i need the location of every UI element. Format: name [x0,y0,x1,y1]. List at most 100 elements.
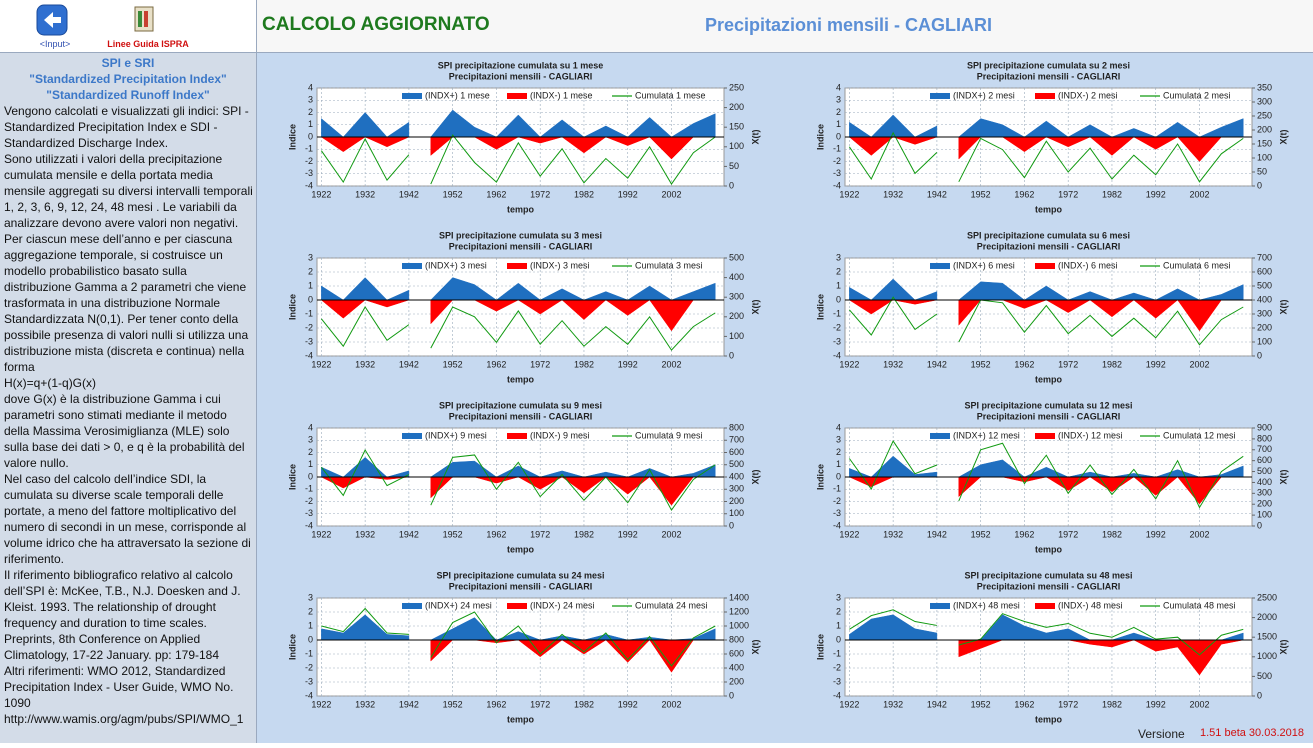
chart: -4 -3 -2 -1 0 1 2 3 4 0 50 100 150 200 250 1922 1932 1942… [287,60,760,214]
y-tick-label: 2 [836,107,841,117]
y-tick-label: 4 [308,422,313,432]
x-axis-label: tempo [507,544,535,554]
y-tick-label: 0 [308,131,313,141]
legend-swatch [507,263,527,269]
y-tick-label: 1 [836,459,841,469]
paragraph: Nel caso del calcolo dell’indice SDI, la… [4,472,251,566]
y-tick-label: 3 [308,592,313,602]
legend-label: (INDX-) 3 mesi [530,260,590,270]
x-tick-label: 1992 [1146,529,1166,539]
chart-subtitle: Precipitazioni mensili - CAGLIARI [977,581,1121,591]
x-tick-label: 2002 [1189,359,1209,369]
chart-title: SPI precipitazione cumulata su 2 mesi [967,60,1130,70]
y2-tick-label: 300 [1257,308,1272,318]
y-tick-label: 3 [308,252,313,262]
x-axis-label: tempo [1035,374,1063,384]
y2-axis-label: X(t) [1278,470,1288,485]
y-tick-label: 4 [836,422,841,432]
x-tick-label: 1952 [443,699,463,709]
y2-tick-label: 500 [1257,466,1272,476]
x-tick-label: 1942 [927,189,947,199]
y-tick-label: 0 [308,634,313,644]
x-tick-label: 1972 [530,529,550,539]
y-tick-label: -2 [833,662,841,672]
x-tick-label: 1942 [927,699,947,709]
legend-label: Cumulata 3 mesi [635,260,703,270]
cumulative-line [320,137,410,184]
chart: -4 -3 -2 -1 0 1 2 3 4 0 100 200 300 400 500 600 700 800 19… [287,400,760,554]
y-tick-label: -1 [305,648,313,658]
x-tick-label: 2002 [661,189,681,199]
x-tick-label: 2002 [661,529,681,539]
index-area [957,459,1244,478]
y-tick-label: 1 [836,620,841,630]
y-tick-label: 1 [308,280,313,290]
paragraph: Il riferimento bibliografico relativo al… [4,568,241,662]
y-tick-label: -1 [833,648,841,658]
input-label[interactable]: <Input> [39,39,71,49]
guide-label[interactable]: Linee Guida ISPRA [107,39,189,49]
y-tick-label: -2 [305,496,313,506]
x-tick-label: 1982 [1102,699,1122,709]
index-area [849,455,938,478]
y2-tick-label: 100 [1257,509,1272,519]
y-tick-label: -3 [305,508,313,518]
legend-label: (INDX+) 12 mesi [953,430,1020,440]
x-tick-label: 1922 [839,529,859,539]
x-tick-label: 1992 [618,529,638,539]
y2-tick-label: 200 [729,676,744,686]
y2-tick-label: 800 [729,634,744,644]
url: http://www.wamis.org/agm/pubs/SPI/WMO_1 [4,712,244,726]
x-tick-label: 1962 [1014,189,1034,199]
legend-label: (INDX+) 6 mesi [953,260,1015,270]
legend-swatch [402,263,422,269]
x-tick-label: 1942 [399,529,419,539]
top-bar: <Input> Linee Guida ISPRA CALCOLO AGGIOR… [0,0,1313,53]
y-tick-label: -2 [305,662,313,672]
index-area [321,277,410,301]
x-tick-label: 2002 [1189,699,1209,709]
y-tick-label: 0 [308,294,313,304]
y-tick-label: 2 [308,606,313,616]
y2-tick-label: 1200 [729,606,749,616]
x-tick-label: 1972 [1058,189,1078,199]
legend-swatch [507,603,527,609]
legend-label: (INDX+) 24 mesi [425,600,492,610]
charts-area: -4 -3 -2 -1 0 1 2 3 4 0 50 100 150 200 250 1922 1932 1942… [257,53,1313,743]
y-tick-label: 1 [836,280,841,290]
x-tick-label: 2002 [661,359,681,369]
y2-tick-label: 50 [1257,166,1267,176]
y-tick-label: 1 [308,459,313,469]
y-tick-label: 1 [308,620,313,630]
back-icon[interactable] [34,3,74,37]
y-tick-label: 2 [836,606,841,616]
x-tick-label: 2002 [661,699,681,709]
index-area [958,281,1244,301]
y-tick-label: -4 [305,690,313,700]
x-tick-label: 1982 [1102,359,1122,369]
legend-label: (INDX+) 1 mese [425,90,490,100]
y2-tick-label: 250 [729,82,744,92]
y-tick-label: 1 [836,119,841,129]
cumulative-line [430,134,716,185]
chart-title: SPI precipitazione cumulata su 9 mesi [439,400,602,410]
cumulative-line [848,131,938,181]
cumulative-line [958,299,1244,346]
x-tick-label: 1992 [1146,189,1166,199]
legend-label: (INDX+) 2 mesi [953,90,1015,100]
y-tick-label: 4 [308,82,313,92]
paragraph: dove G(x) è la distribuzione Gamma i cui… [4,392,245,470]
sidebar-heading: SPI e SRI [101,56,155,70]
y2-tick-label: 100 [1257,336,1272,346]
y-tick-label: 2 [308,266,313,276]
x-tick-label: 1922 [311,699,331,709]
y2-tick-label: 0 [729,690,734,700]
y-tick-label: -4 [305,350,313,360]
y-tick-label: -1 [305,144,313,154]
legend-label: Cumulata 24 mesi [635,600,708,610]
x-tick-label: 1932 [883,529,903,539]
y-tick-label: -3 [833,336,841,346]
guide-icon[interactable] [133,5,157,35]
index-area [849,278,938,301]
cumulative-line [430,611,716,667]
